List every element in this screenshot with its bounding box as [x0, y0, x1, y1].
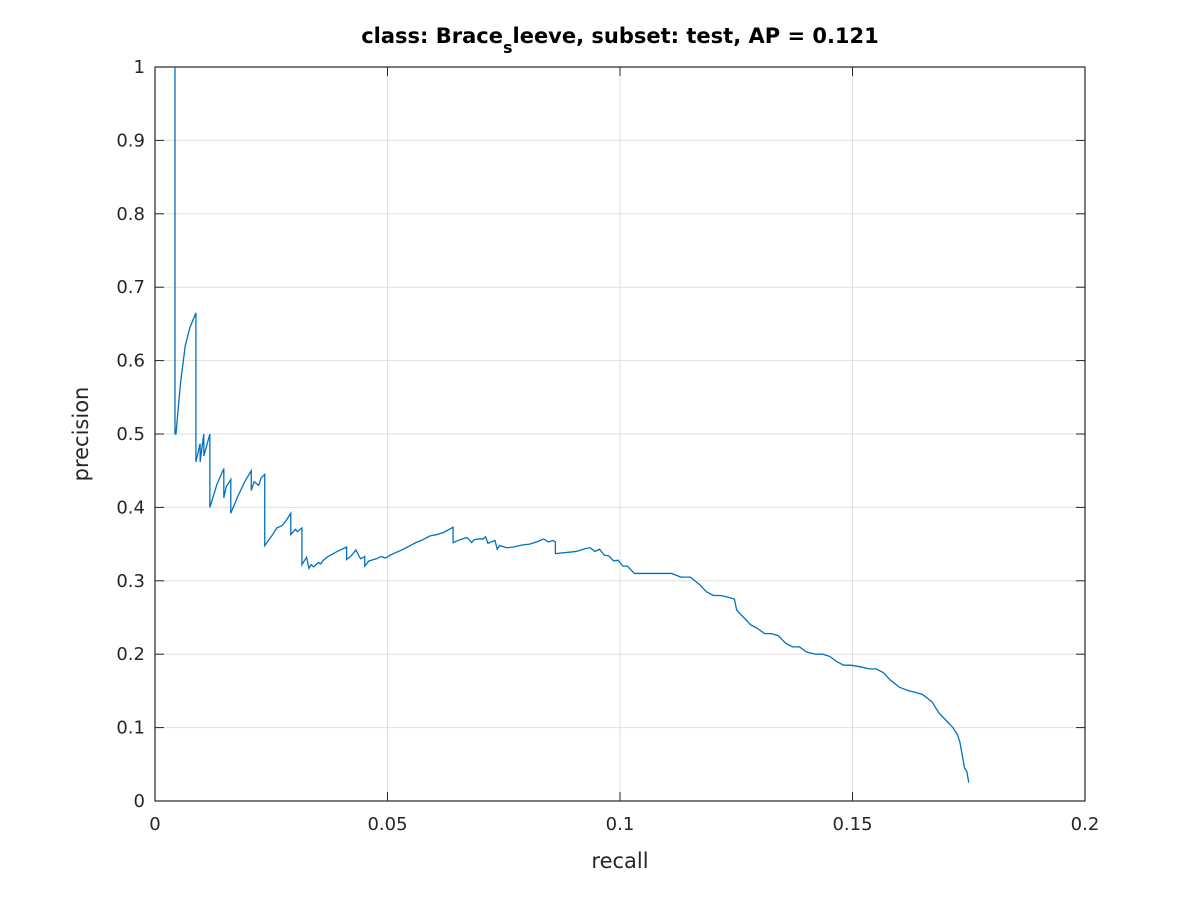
- series-line-precision-recall: [174, 67, 970, 783]
- y-tick-label: 0.6: [116, 351, 145, 372]
- x-tick-label: 0.2: [1071, 814, 1100, 835]
- x-axis-label: recall: [591, 849, 648, 873]
- y-tick-label: 0.2: [116, 644, 145, 665]
- y-tick-label: 0.9: [116, 130, 145, 151]
- chart-title-subscript: s: [503, 38, 513, 57]
- y-tick-label: 0: [134, 791, 145, 812]
- y-tick-label: 0.7: [116, 277, 145, 298]
- y-tick-label: 0.5: [116, 424, 145, 445]
- x-tick-label: 0.1: [606, 814, 635, 835]
- y-axis-label: precision: [69, 387, 93, 482]
- y-tick-label: 0.3: [116, 571, 145, 592]
- x-tick-label: 0: [149, 814, 160, 835]
- plot-frame: [154, 66, 1086, 802]
- y-tick-label: 0.4: [116, 497, 145, 518]
- x-tick-label: 0.15: [832, 814, 872, 835]
- y-tick-label: 0.1: [116, 718, 145, 739]
- chart-title: class: Bracesleeve, subset: test, AP = 0…: [361, 24, 879, 57]
- y-tick-labels: 0 0.1 0.2 0.3 0.4 0.5 0.6 0.7 0.8 0.9 1: [116, 57, 145, 812]
- x-tick-labels: 0 0.05 0.1 0.15 0.2: [149, 814, 1099, 835]
- chart-title-prefix: class: Brace: [361, 24, 503, 48]
- y-tick-label: 1: [134, 57, 145, 78]
- chart-title-suffix: leeve, subset: test, AP = 0.121: [513, 24, 879, 48]
- y-tick-label: 0.8: [116, 204, 145, 225]
- x-tick-label: 0.05: [367, 814, 407, 835]
